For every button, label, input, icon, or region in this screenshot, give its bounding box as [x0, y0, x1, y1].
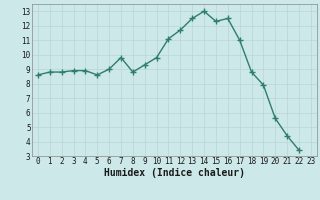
- X-axis label: Humidex (Indice chaleur): Humidex (Indice chaleur): [104, 168, 245, 178]
